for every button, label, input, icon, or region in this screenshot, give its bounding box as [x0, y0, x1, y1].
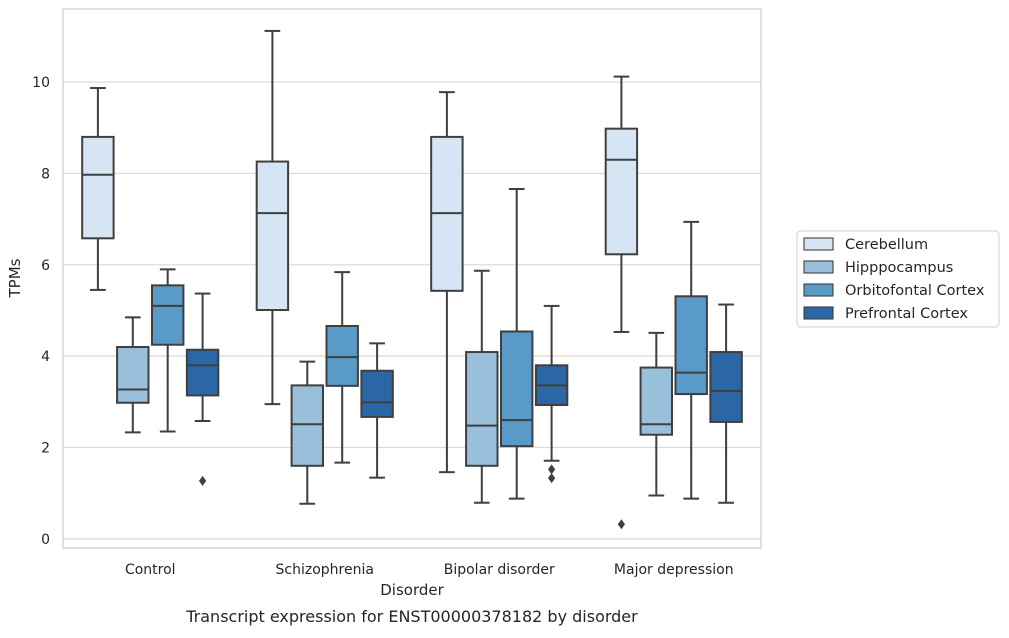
x-tick-label: Major depression [614, 562, 734, 578]
x-tick-label: Control [125, 562, 176, 578]
x-axis-label: Disorder [380, 581, 444, 599]
legend: Cerebellum Hipppocampus Orbitofontal Corte… [796, 230, 1000, 328]
legend-label: Prefrontal Cortex [845, 306, 968, 322]
box-1-3 [639, 331, 674, 497]
outlier-point [199, 475, 207, 486]
boxes [81, 29, 743, 530]
box-iqr [465, 351, 499, 467]
box-iqr [185, 348, 220, 397]
outlier-point [548, 464, 556, 475]
box-iqr [604, 127, 639, 256]
legend-frame [796, 230, 1000, 328]
box-0-0 [81, 87, 115, 291]
box-3-0 [185, 292, 220, 486]
box-iqr [325, 325, 359, 387]
box-2-1 [325, 271, 359, 464]
box-iqr [674, 295, 708, 396]
legend-swatch [803, 306, 834, 320]
plot-frame [62, 8, 762, 549]
box-iqr [150, 284, 185, 346]
y-tick-label: 4 [41, 349, 50, 365]
y-tick-label: 8 [41, 166, 50, 182]
box-2-2 [499, 187, 534, 500]
y-tick-label: 10 [32, 75, 50, 91]
box-iqr [709, 351, 743, 423]
y-tick-label: 2 [41, 441, 50, 457]
y-tick-label: 0 [41, 532, 50, 548]
legend-swatch [803, 237, 834, 251]
outlier-point [548, 473, 556, 484]
box-2-0 [150, 268, 185, 433]
gridlines [63, 81, 761, 540]
legend-swatch [803, 260, 834, 274]
box-iqr [255, 160, 290, 312]
legend-label: Hipppocampus [845, 260, 953, 276]
box-2-3 [674, 220, 708, 500]
box-0-2 [430, 91, 464, 474]
y-tick-label: 6 [41, 258, 50, 274]
y-axis-label: TPMs [6, 258, 24, 298]
y-tick-labels: 0 2 4 6 8 10 [32, 75, 50, 548]
box-iqr [360, 369, 394, 418]
legend-swatch [803, 283, 834, 297]
box-3-3 [709, 303, 743, 504]
x-tick-label: Schizophrenia [276, 562, 374, 578]
box-3-1 [360, 342, 394, 479]
x-tick-label: Bipolar disorder [444, 562, 555, 578]
legend-label: Cerebellum [845, 237, 928, 253]
box-iqr [290, 384, 325, 467]
box-iqr [81, 135, 115, 240]
legend-label: Orbitofontal Cortex [845, 283, 985, 299]
box-3-2 [534, 304, 569, 484]
box-1-0 [116, 316, 150, 434]
chart-caption: Transcript expression for ENST0000037818… [185, 607, 638, 626]
x-tick-labels: Control Schizophrenia Bipolar disorder Majo… [125, 562, 734, 578]
box-1-1 [290, 360, 325, 505]
box-0-3 [604, 75, 639, 530]
box-1-2 [465, 269, 499, 504]
outlier-point [617, 519, 625, 530]
box-0-1 [255, 29, 290, 406]
box-iqr [499, 330, 534, 448]
box-iqr [116, 346, 150, 404]
